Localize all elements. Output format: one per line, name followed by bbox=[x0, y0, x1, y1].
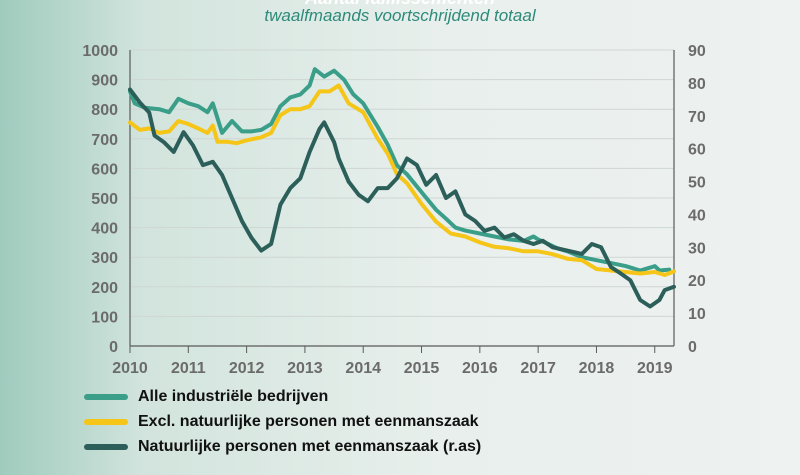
series-line-excl-natuurlijke-personen bbox=[128, 83, 676, 277]
y2-tick-label: 30 bbox=[688, 240, 706, 257]
y2-tick-label: 90 bbox=[688, 43, 706, 60]
series-line-natuurlijke-personen bbox=[128, 87, 676, 309]
y2-tick-label: 0 bbox=[688, 339, 697, 356]
x-tick-label: 2018 bbox=[579, 360, 615, 377]
y2-tick-label: 20 bbox=[688, 273, 706, 290]
y-tick-label: 100 bbox=[91, 309, 118, 326]
legend-item-natuurlijk: Natuurlijke personen met eenmanszaak (r.… bbox=[84, 434, 481, 459]
x-tick-label: 2016 bbox=[462, 360, 498, 377]
y-tick-label: 800 bbox=[91, 102, 118, 119]
y-tick-label: 1000 bbox=[82, 43, 118, 60]
legend-label: Excl. natuurlijke personen met eenmansza… bbox=[138, 412, 479, 430]
legend: Alle industriële bedrijven Excl. natuurl… bbox=[84, 384, 481, 459]
x-tick-label: 2015 bbox=[404, 360, 440, 377]
x-tick-label: 2013 bbox=[287, 360, 323, 377]
x-tick-label: 2014 bbox=[345, 360, 381, 377]
legend-swatch bbox=[84, 418, 128, 425]
x-tick-label: 2012 bbox=[229, 360, 265, 377]
series-lines bbox=[128, 67, 676, 309]
x-tick-label: 2011 bbox=[171, 360, 206, 377]
y-tick-label: 500 bbox=[91, 191, 118, 208]
y2-tick-label: 40 bbox=[688, 207, 706, 224]
y-tick-label: 600 bbox=[91, 161, 118, 178]
gridlines bbox=[130, 49, 674, 317]
axes bbox=[129, 50, 675, 353]
legend-swatch bbox=[84, 393, 128, 400]
y-tick-label: 300 bbox=[91, 250, 118, 267]
y-tick-label: 700 bbox=[91, 132, 118, 149]
legend-swatch bbox=[84, 443, 128, 450]
legend-item-excl: Excl. natuurlijke personen met eenmansza… bbox=[84, 409, 481, 434]
legend-label: Natuurlijke personen met eenmanszaak (r.… bbox=[138, 437, 482, 455]
y2-tick-label: 50 bbox=[688, 175, 706, 192]
tick-labels: 0 100 200 300 400 500 600 700 800 900 1000 0 10 20 30 4… bbox=[82, 43, 705, 377]
y-tick-label: 400 bbox=[91, 221, 118, 238]
x-tick-label: 2010 bbox=[112, 360, 148, 377]
x-tick-label: 2019 bbox=[637, 360, 673, 377]
y2-tick-label: 70 bbox=[688, 109, 706, 126]
y-tick-label: 0 bbox=[109, 339, 118, 356]
y2-tick-label: 10 bbox=[688, 306, 706, 323]
chart-subtitle: twaalfmaands voortschrijdend totaal bbox=[264, 6, 536, 25]
y2-tick-label: 60 bbox=[688, 142, 706, 159]
y-tick-label: 200 bbox=[91, 280, 118, 297]
legend-label: Alle industriële bedrijven bbox=[138, 387, 329, 405]
y2-tick-label: 80 bbox=[688, 76, 706, 93]
y-tick-label: 900 bbox=[91, 73, 118, 90]
chart-title: Aantal faillissementen bbox=[0, 0, 800, 9]
legend-item-alle: Alle industriële bedrijven bbox=[84, 384, 481, 409]
x-tick-label: 2017 bbox=[520, 360, 556, 377]
